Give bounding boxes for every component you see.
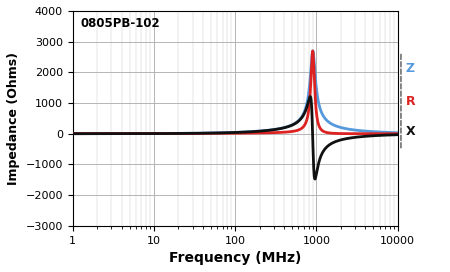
Text: Z: Z: [406, 63, 415, 75]
Text: 0805PB-102: 0805PB-102: [81, 17, 161, 30]
Text: X: X: [406, 125, 415, 138]
Text: R: R: [406, 95, 415, 108]
Y-axis label: Impedance (Ohms): Impedance (Ohms): [7, 52, 20, 185]
X-axis label: Frequency (MHz): Frequency (MHz): [169, 251, 302, 265]
